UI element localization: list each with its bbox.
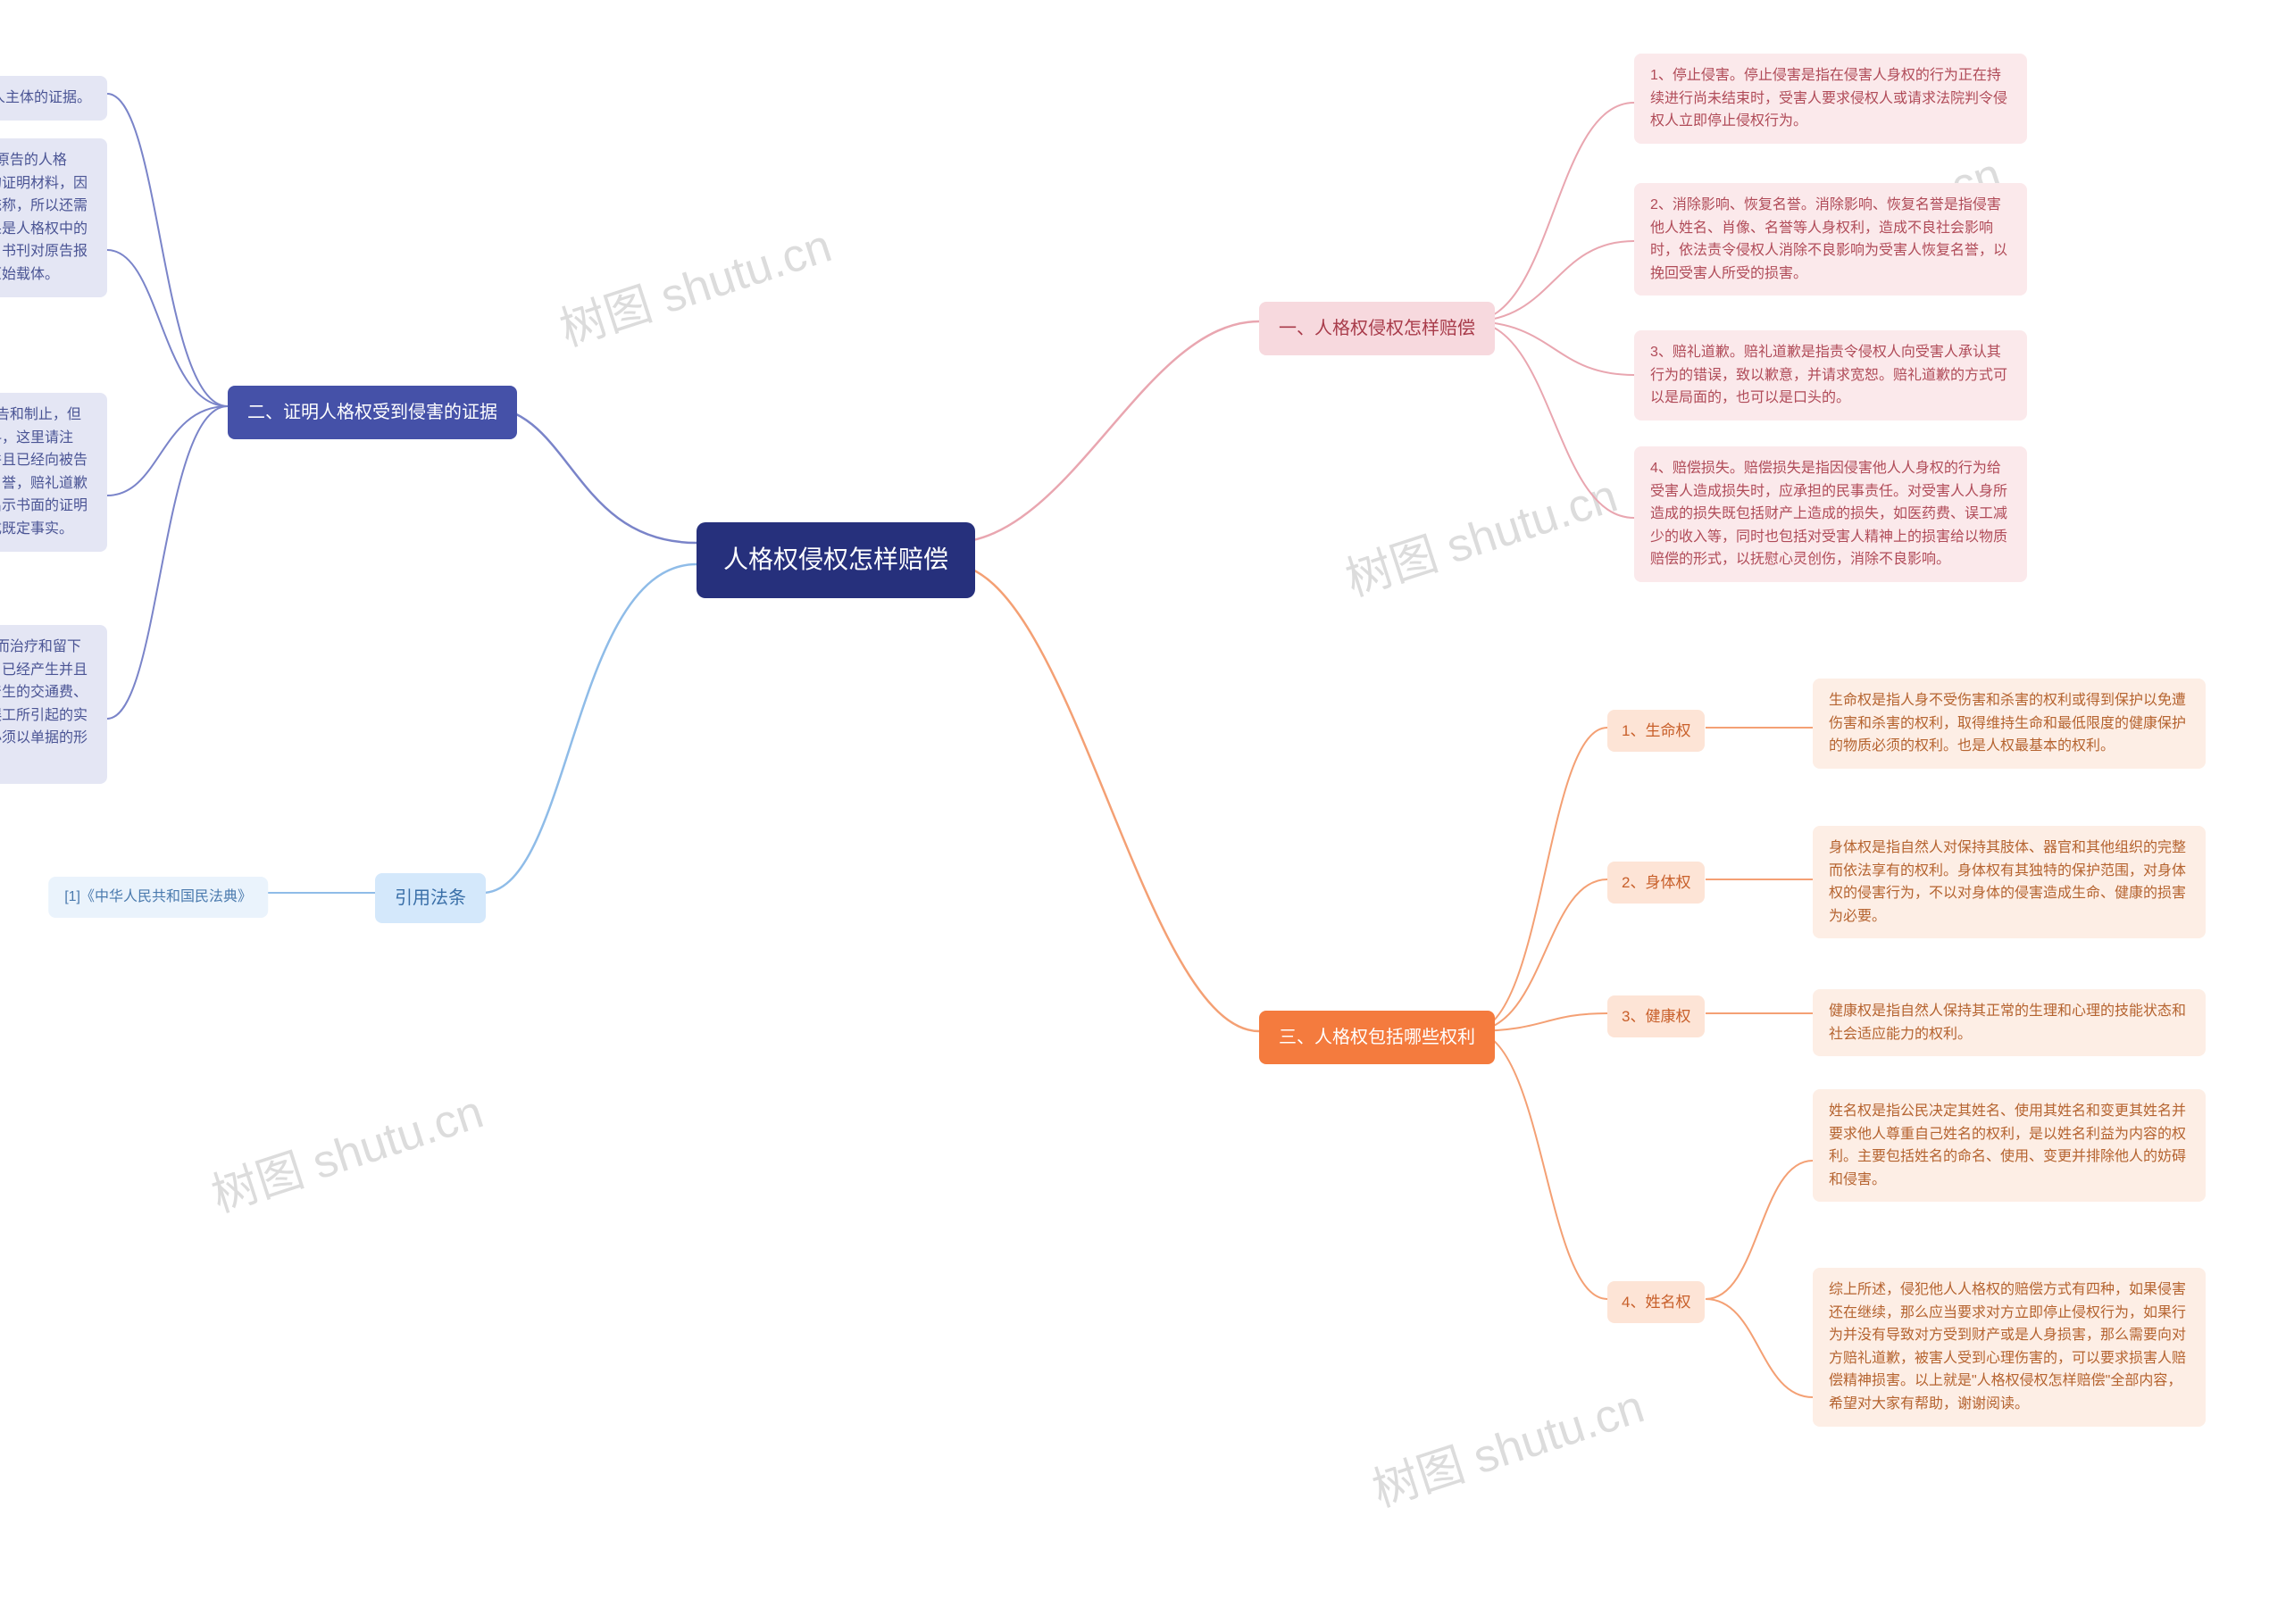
branch4-node: 引用法条: [375, 873, 486, 923]
branch1-node: 一、人格权侵权怎样赔偿: [1259, 302, 1495, 355]
watermark: 树图 shutu.cn: [1363, 1369, 1651, 1520]
branch3-item-4-desc1: 姓名权是指公民决定其姓名、使用其姓名和变更其姓名并要求他人尊重自己姓名的权利，是…: [1813, 1089, 2206, 1202]
watermark: 树图 shutu.cn: [550, 208, 838, 359]
watermark: 树图 shutu.cn: [202, 1074, 490, 1225]
branch3-item-2-desc: 身体权是指自然人对保持其肢体、器官和其他组织的完整而依法享有的权利。身体权有其独…: [1813, 826, 2206, 938]
branch2-child-4: 4、如果被告侵害时，造成了原告精神损害而治疗和留下后遗症等情况，应提供原告的医疗…: [0, 625, 107, 784]
branch2-child-3: 3、在被告侵害过程中，原告已经进行了劝告和制止，但是被告还在继续侵害原告人格权的…: [0, 393, 107, 552]
watermark: 树图 shutu.cn: [1336, 458, 1624, 609]
branch3-item-4-desc2: 综上所述，侵犯他人人格权的赔偿方式有四种，如果侵害还在继续，那么应当要求对方立即…: [1813, 1268, 2206, 1427]
branch1-child-3: 3、赔礼道歉。赔礼道歉是指责令侵权人向受害人承认其行为的错误，致以歉意，并请求宽…: [1634, 330, 2027, 421]
branch1-child-4: 4、赔偿损失。赔偿损失是指因侵害他人人身权的行为给受害人造成损失时，应承担的民事…: [1634, 446, 2027, 582]
branch1-child-1: 1、停止侵害。停止侵害是指在侵害人身权的行为正在持续进行尚未结束时，受害人要求侵…: [1634, 54, 2027, 144]
branch4-child-1: [1]《中华人民共和国民法典》: [48, 877, 268, 918]
branch1-child-2: 2、消除影响、恢复名誉。消除影响、恢复名誉是指侵害他人姓名、肖像、名誉等人身权利…: [1634, 183, 2027, 296]
branch3-item-3-desc: 健康权是指自然人保持其正常的生理和心理的技能状态和社会适应能力的权利。: [1813, 989, 2206, 1056]
branch3-node: 三、人格权包括哪些权利: [1259, 1011, 1495, 1064]
branch3-item-3: 3、健康权: [1607, 995, 1705, 1037]
branch3-item-1: 1、生命权: [1607, 710, 1705, 752]
branch3-item-2: 2、身体权: [1607, 862, 1705, 904]
branch3-item-4: 4、姓名权: [1607, 1281, 1705, 1323]
branch2-child-1: 1、证明原告是当事人主体的证据。: [0, 76, 107, 121]
branch2-node: 二、证明人格权受到侵害的证据: [228, 386, 517, 439]
branch3-item-1-desc: 生命权是指人身不受伤害和杀害的权利或得到保护以免遭伤害和杀害的权利，取得维持生命…: [1813, 679, 2206, 769]
root-node: 人格权侵权怎样赔偿: [697, 522, 975, 598]
branch2-child-2: 2、证明被告在何时何地用何种方式侵害了原告的人格权，在已经存在的范围内造成了不良…: [0, 138, 107, 297]
